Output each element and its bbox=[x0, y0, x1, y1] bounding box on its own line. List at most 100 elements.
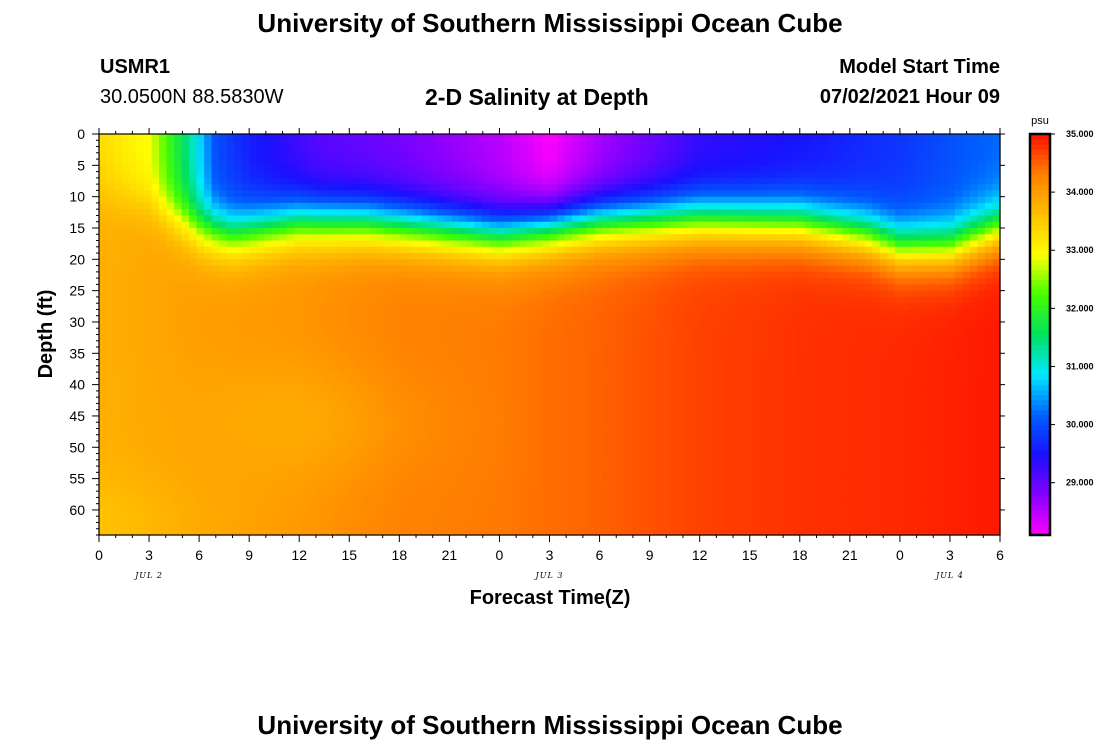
heatmap-cell bbox=[301, 271, 310, 279]
heatmap-cell bbox=[189, 397, 198, 405]
heatmap-cell bbox=[549, 253, 558, 260]
heatmap-cell bbox=[339, 353, 348, 361]
heatmap-cell bbox=[414, 422, 423, 430]
heatmap-cell bbox=[369, 290, 378, 298]
heatmap-cell bbox=[376, 140, 385, 148]
heatmap-cell bbox=[421, 478, 430, 486]
heatmap-cell bbox=[519, 459, 528, 467]
heatmap-cell bbox=[151, 209, 160, 217]
heatmap-cell bbox=[264, 215, 273, 223]
heatmap-cell bbox=[241, 140, 250, 148]
heatmap-cell bbox=[339, 152, 348, 160]
heatmap-cell bbox=[474, 528, 483, 536]
heatmap-cell bbox=[519, 165, 528, 173]
heatmap-cell bbox=[144, 509, 153, 517]
heatmap-cell bbox=[489, 390, 498, 398]
heatmap-cell bbox=[399, 196, 408, 204]
heatmap-cell bbox=[654, 221, 663, 229]
heatmap-cell bbox=[677, 159, 686, 166]
heatmap-cell bbox=[669, 340, 678, 348]
heatmap-cell bbox=[624, 171, 633, 179]
heatmap-cell bbox=[647, 184, 656, 191]
heatmap-cell bbox=[219, 290, 228, 298]
heatmap-cell bbox=[534, 278, 543, 285]
heatmap-cell bbox=[361, 415, 370, 423]
heatmap-cell bbox=[496, 491, 506, 499]
heatmap-cell bbox=[114, 309, 123, 317]
heatmap-cell bbox=[541, 303, 551, 311]
heatmap-cell bbox=[234, 290, 243, 298]
heatmap-cell bbox=[451, 428, 460, 436]
heatmap-cell bbox=[406, 152, 415, 160]
heatmap-cell bbox=[219, 303, 228, 311]
heatmap-cell bbox=[466, 284, 476, 292]
heatmap-cell bbox=[384, 253, 393, 260]
heatmap-cell bbox=[429, 271, 438, 279]
heatmap-cell bbox=[481, 447, 491, 455]
heatmap-cell bbox=[301, 466, 310, 473]
heatmap-cell bbox=[549, 509, 558, 517]
heatmap-cell bbox=[414, 165, 423, 173]
heatmap-cell bbox=[587, 171, 596, 179]
heatmap-cell bbox=[256, 528, 265, 536]
heatmap-cell bbox=[451, 340, 460, 348]
heatmap-cell bbox=[451, 503, 460, 511]
heatmap-cell bbox=[421, 384, 430, 392]
heatmap-cell bbox=[219, 503, 228, 511]
heatmap-cell bbox=[324, 328, 333, 336]
heatmap-cell bbox=[241, 522, 250, 530]
heatmap-cell bbox=[564, 134, 573, 141]
heatmap-cell bbox=[249, 184, 258, 191]
heatmap-cell bbox=[632, 271, 641, 279]
heatmap-cell bbox=[429, 146, 438, 154]
heatmap-cell bbox=[534, 447, 543, 455]
heatmap-cell bbox=[391, 152, 400, 160]
heatmap-cell bbox=[361, 372, 370, 379]
heatmap-cell bbox=[489, 221, 498, 229]
heatmap-cell bbox=[414, 296, 423, 304]
heatmap-cell bbox=[166, 196, 175, 204]
heatmap-cell bbox=[534, 209, 543, 217]
heatmap-cell bbox=[309, 453, 318, 461]
heatmap-cell bbox=[309, 278, 318, 285]
heatmap-cell bbox=[429, 296, 438, 304]
heatmap-cell bbox=[114, 296, 123, 304]
heatmap-cell bbox=[234, 215, 243, 223]
heatmap-cell bbox=[384, 528, 393, 536]
heatmap-cell bbox=[489, 146, 498, 154]
heatmap-cell bbox=[496, 246, 506, 254]
heatmap-cell bbox=[301, 497, 310, 505]
heatmap-cell bbox=[346, 196, 355, 204]
heatmap-cell bbox=[639, 152, 648, 160]
heatmap-cell bbox=[662, 409, 671, 417]
heatmap-cell bbox=[211, 447, 220, 455]
heatmap-cell bbox=[384, 415, 393, 423]
heatmap-cell bbox=[286, 516, 295, 524]
heatmap-cell bbox=[121, 447, 130, 455]
heatmap-cell bbox=[549, 378, 558, 386]
heatmap-cell bbox=[211, 453, 220, 461]
heatmap-cell bbox=[204, 347, 213, 354]
heatmap-cell bbox=[241, 516, 250, 524]
heatmap-cell bbox=[564, 334, 573, 342]
heatmap-cell bbox=[662, 472, 671, 480]
heatmap-cell bbox=[541, 146, 551, 154]
heatmap-cell bbox=[526, 196, 536, 204]
heatmap-cell bbox=[174, 196, 183, 204]
heatmap-cell bbox=[632, 509, 641, 517]
heatmap-cell bbox=[504, 522, 513, 530]
heatmap-cell bbox=[662, 340, 671, 348]
heatmap-cell bbox=[159, 221, 168, 229]
heatmap-cell bbox=[496, 296, 506, 304]
heatmap-cell bbox=[587, 516, 596, 524]
heatmap-cell bbox=[496, 415, 506, 423]
heatmap-cell bbox=[481, 359, 491, 367]
heatmap-cell bbox=[677, 372, 686, 379]
heatmap-cell bbox=[677, 484, 686, 492]
heatmap-cell bbox=[496, 428, 506, 436]
heatmap-cell bbox=[271, 278, 280, 285]
heatmap-cell bbox=[174, 359, 183, 367]
heatmap-cell bbox=[181, 472, 190, 480]
heatmap-cell bbox=[264, 409, 273, 417]
heatmap-cell bbox=[324, 190, 333, 198]
